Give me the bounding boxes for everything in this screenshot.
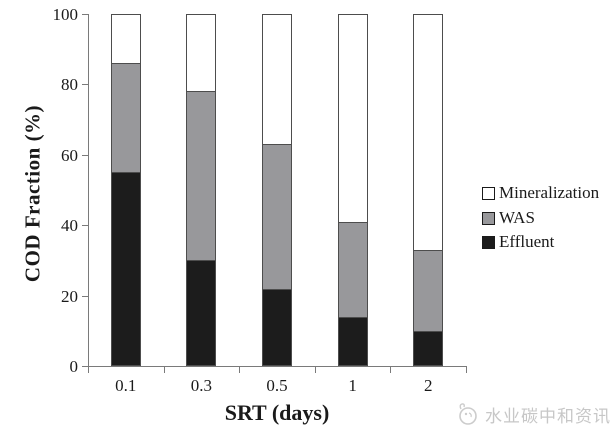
x-axis bbox=[88, 366, 467, 367]
legend-label: Mineralization bbox=[499, 183, 600, 202]
watermark-text: 水业碳中和资讯 bbox=[485, 406, 611, 426]
x-tick-mark bbox=[466, 367, 467, 373]
legend-label: WAS bbox=[499, 207, 535, 227]
y-tick-label: 60 bbox=[61, 145, 78, 165]
y-axis-label: COD Fraction (%) bbox=[20, 104, 45, 283]
legend-item-effluent: Effluent bbox=[482, 233, 599, 252]
legend-swatch-was bbox=[482, 211, 495, 225]
bar-segment-effluent-0.3 bbox=[186, 260, 217, 366]
bar-segment-was-0.3 bbox=[186, 91, 217, 261]
y-tick-label: 100 bbox=[52, 5, 79, 24]
legend-swatch-mineralization bbox=[482, 186, 495, 200]
x-axis-label: SRT (days) bbox=[224, 400, 330, 425]
legend: Mineralization WAS Effluent bbox=[482, 183, 600, 252]
bar-segment-mineralization-0.3 bbox=[186, 14, 217, 92]
bar-segment-was-1 bbox=[337, 221, 368, 317]
y-tick-label: 20 bbox=[61, 286, 78, 306]
x-category-label: 2 bbox=[423, 376, 433, 395]
x-category-label: 1 bbox=[348, 376, 357, 395]
y-tick-label: 0 bbox=[69, 357, 79, 376]
y-tick-mark bbox=[82, 84, 88, 86]
y-tick-mark bbox=[82, 225, 88, 227]
bar-segment-effluent-2 bbox=[413, 330, 444, 366]
bar-segment-was-2 bbox=[413, 249, 444, 331]
y-tick-mark bbox=[82, 154, 88, 156]
y-tick-label: 80 bbox=[61, 75, 78, 95]
bar-segment-mineralization-1 bbox=[337, 14, 368, 222]
bar-segment-mineralization-0.1 bbox=[110, 14, 141, 64]
bar-segment-effluent-1 bbox=[337, 316, 368, 366]
x-category-label: 0.1 bbox=[115, 376, 137, 395]
legend-item-was: WAS bbox=[482, 207, 599, 228]
watermark: 水业碳中和资讯 bbox=[454, 401, 611, 427]
y-axis bbox=[88, 14, 89, 366]
y-tick-mark bbox=[82, 14, 88, 15]
bar-segment-was-0.5 bbox=[262, 144, 292, 289]
y-tick-mark bbox=[82, 295, 88, 297]
x-category-label: 0.5 bbox=[266, 376, 288, 395]
bar-segment-was-0.1 bbox=[110, 63, 141, 173]
x-tick-mark bbox=[239, 367, 241, 373]
y-tick-label: 40 bbox=[61, 216, 78, 236]
legend-swatch-effluent bbox=[482, 236, 495, 250]
legend-item-mineralization: Mineralization bbox=[482, 183, 600, 203]
x-tick-mark bbox=[163, 367, 165, 373]
watermark-logo-icon bbox=[454, 401, 480, 427]
bar-segment-mineralization-2 bbox=[413, 14, 444, 250]
legend-label: Effluent bbox=[499, 232, 555, 252]
bar-segment-effluent-0.1 bbox=[110, 172, 141, 366]
bar-segment-effluent-0.5 bbox=[262, 288, 292, 366]
x-tick-mark bbox=[88, 367, 89, 373]
x-tick-mark bbox=[314, 367, 316, 373]
y-tick-mark bbox=[82, 366, 88, 367]
x-tick-mark bbox=[390, 367, 392, 373]
bar-segment-mineralization-0.5 bbox=[262, 14, 292, 145]
x-category-label: 0.3 bbox=[190, 376, 213, 395]
